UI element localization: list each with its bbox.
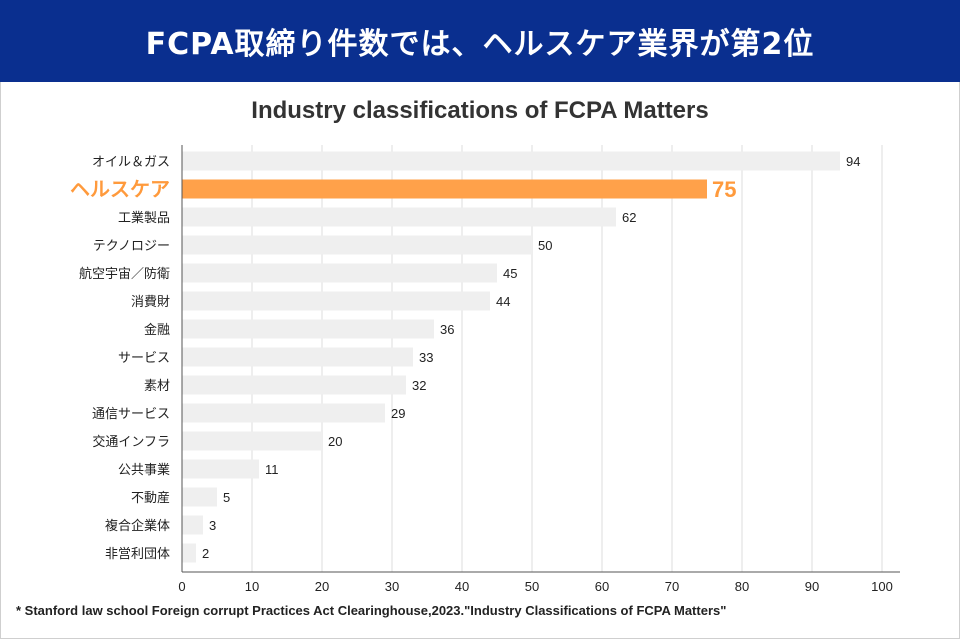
banner-title: FCPA取締り件数では、ヘルスケア業界が第2位 [145, 27, 815, 62]
x-tick-label: 60 [595, 579, 609, 594]
value-label: 94 [846, 154, 860, 169]
bar [182, 431, 322, 451]
bar [182, 403, 385, 423]
category-label: 金融 [144, 322, 170, 338]
source-footnote: * Stanford law school Foreign corrupt Pr… [16, 603, 727, 618]
category-label: オイル＆ガス [92, 155, 170, 170]
value-label: 5 [223, 490, 230, 505]
value-label: 36 [440, 322, 454, 337]
header-banner: FCPA取締り件数では、ヘルスケア業界が第2位 [0, 0, 960, 82]
bar [182, 487, 217, 507]
category-label: 通信サービス [92, 407, 170, 422]
x-tick-label: 40 [455, 579, 469, 594]
x-tick-label: 90 [805, 579, 819, 594]
value-label: 33 [419, 350, 433, 365]
value-label: 20 [328, 434, 342, 449]
x-tick-label: 100 [871, 579, 893, 594]
category-label: 素材 [144, 379, 170, 394]
value-label: 3 [209, 518, 216, 533]
bar [182, 263, 497, 283]
bar [182, 347, 413, 367]
chart-frame [0, 82, 960, 639]
category-label: 消費財 [131, 295, 170, 310]
category-label: 非営利団体 [105, 547, 170, 562]
bar [182, 543, 196, 563]
category-label: テクノロジー [93, 239, 170, 254]
x-tick-label: 30 [385, 579, 399, 594]
value-label: 44 [496, 294, 510, 309]
bar [182, 179, 707, 199]
category-label: ヘルスケア [70, 177, 170, 201]
category-label: 航空宇宙／防衛 [79, 266, 170, 282]
value-label: 2 [202, 546, 209, 561]
bar [182, 459, 259, 479]
bar [182, 319, 434, 339]
value-label: 32 [412, 378, 426, 393]
value-label: 11 [265, 462, 279, 477]
bar [182, 515, 203, 535]
category-label: サービス [118, 351, 170, 366]
chart-title: Industry classifications of FCPA Matters [251, 97, 709, 124]
value-label: 75 [712, 177, 736, 202]
value-label: 29 [391, 406, 405, 421]
bar [182, 235, 532, 255]
category-label: 不動産 [131, 490, 170, 506]
bar [182, 291, 490, 311]
x-tick-label: 20 [315, 579, 329, 594]
value-label: 50 [538, 238, 552, 253]
x-tick-label: 70 [665, 579, 679, 594]
bar [182, 375, 406, 395]
category-label: 交通インフラ [92, 434, 170, 450]
x-tick-label: 50 [525, 579, 539, 594]
category-label: 工業製品 [118, 210, 170, 226]
x-tick-label: 80 [735, 579, 749, 594]
value-label: 45 [503, 266, 517, 281]
x-tick-label: 10 [245, 579, 259, 594]
category-label: 複合企業体 [105, 518, 170, 534]
bar [182, 151, 840, 171]
x-tick-label: 0 [178, 579, 185, 594]
category-label: 公共事業 [118, 462, 170, 478]
bar [182, 207, 616, 227]
value-label: 62 [622, 210, 636, 225]
